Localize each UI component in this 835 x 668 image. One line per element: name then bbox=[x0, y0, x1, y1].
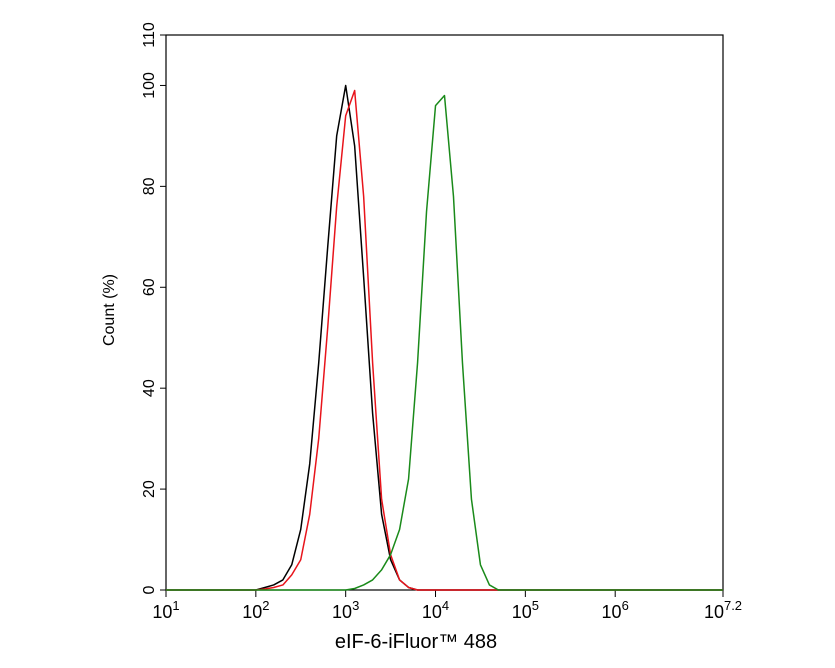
histogram-line bbox=[166, 89, 723, 591]
y-tick-label: 110 bbox=[141, 22, 158, 48]
x-tick-exponent: 7.2 bbox=[724, 598, 742, 613]
y-tick-label: 80 bbox=[141, 177, 158, 195]
y-tick-label: 0 bbox=[141, 585, 158, 594]
x-tick-exponent: 3 bbox=[352, 598, 359, 613]
plot-frame bbox=[165, 34, 724, 591]
x-tick-label: 104 bbox=[422, 598, 449, 622]
x-tick-label: 107.2 bbox=[704, 598, 742, 622]
histogram-line bbox=[166, 84, 723, 591]
histogram-line bbox=[166, 94, 723, 591]
x-tick-exponent: 6 bbox=[622, 598, 629, 613]
y-tick-label: 60 bbox=[141, 278, 158, 296]
x-tick-base: 10 bbox=[512, 602, 532, 622]
y-tick-label: 40 bbox=[141, 379, 158, 397]
y-tick-label: 100 bbox=[141, 72, 158, 99]
x-axis-label: eIF-6-iFluor™ 488 bbox=[335, 631, 497, 653]
x-tick-base: 10 bbox=[242, 602, 262, 622]
x-tick-base: 10 bbox=[422, 602, 442, 622]
x-tick-base: 10 bbox=[704, 602, 724, 622]
x-tick-base: 10 bbox=[152, 602, 172, 622]
y-axis-label: Count (%) bbox=[101, 274, 118, 346]
x-tick-exponent: 4 bbox=[442, 598, 449, 613]
x-tick-label: 105 bbox=[512, 598, 539, 622]
x-tick-label: 102 bbox=[242, 598, 269, 622]
x-tick-base: 10 bbox=[332, 602, 352, 622]
x-tick-label: 103 bbox=[332, 598, 359, 622]
x-tick-exponent: 1 bbox=[172, 598, 179, 613]
x-tick-label: 101 bbox=[152, 598, 179, 622]
x-tick-exponent: 5 bbox=[532, 598, 539, 613]
y-tick-label: 20 bbox=[141, 480, 158, 498]
x-tick-exponent: 2 bbox=[262, 598, 269, 613]
x-tick-base: 10 bbox=[602, 602, 622, 622]
x-tick-label: 106 bbox=[602, 598, 629, 622]
